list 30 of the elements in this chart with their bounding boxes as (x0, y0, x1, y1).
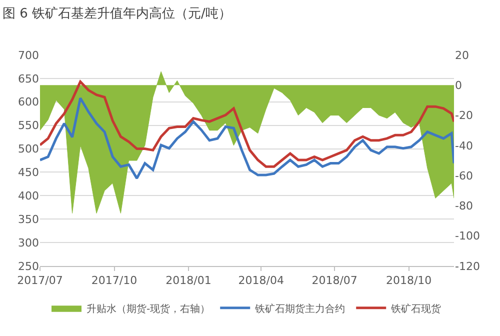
line-series (40, 96, 454, 180)
x-tick-label: 2017/10 (91, 274, 138, 288)
x-tick-label: 2018/07 (312, 274, 358, 288)
x-tick-label: 2018/01 (166, 274, 212, 288)
x-tick-label: 2018/04 (238, 274, 284, 288)
y-tick-label: 500 (18, 142, 39, 156)
x-tick-label: 2017/07 (17, 274, 63, 288)
y-tick-label: 650 (18, 72, 39, 86)
y-tick-label: 250 (18, 260, 39, 273)
y-tick-label: 350 (18, 212, 39, 226)
y2-tick-label: -60 (455, 169, 473, 182)
y-tick-label: 550 (18, 119, 39, 132)
y2-tick-label: 0 (455, 78, 462, 92)
line-series (40, 80, 454, 168)
y-tick-label: 300 (18, 236, 39, 250)
y2-tick-label: -100 (455, 230, 480, 243)
y2-tick-label: -40 (455, 139, 473, 152)
y-tick-label: 400 (18, 190, 39, 203)
chart-title: 图 6 铁矿石基差升值年内高位（元/吨） (2, 6, 232, 22)
y2-tick-label: -80 (455, 200, 473, 213)
y-tick-label: 600 (18, 96, 39, 109)
legend-label: 升贴水（期货-现货，右轴） (86, 302, 210, 315)
legend-label: 铁矿石现货 (390, 302, 442, 315)
y2-tick-label: -20 (455, 109, 473, 122)
y-tick-label: 700 (18, 48, 39, 62)
legend-label: 铁矿石期货主力合约 (254, 302, 346, 315)
x-tick-label: 2018/10 (386, 274, 432, 288)
y2-tick-label: -120 (455, 260, 480, 273)
y-tick-label: 450 (18, 166, 39, 180)
y2-tick-label: 20 (455, 48, 469, 62)
